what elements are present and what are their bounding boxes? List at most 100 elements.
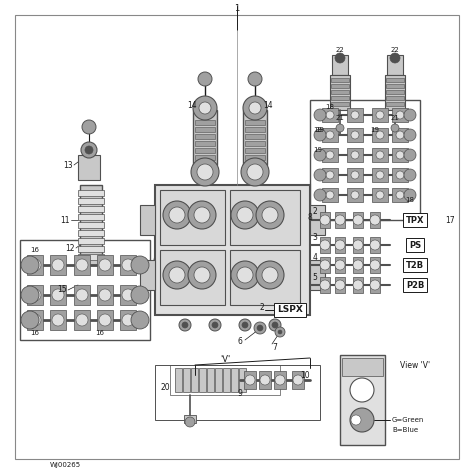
Bar — [78, 230, 104, 236]
Circle shape — [335, 53, 345, 63]
Bar — [274, 371, 286, 389]
Circle shape — [370, 280, 380, 290]
Circle shape — [76, 259, 88, 271]
Bar — [386, 102, 404, 106]
Bar — [320, 277, 330, 293]
Bar — [335, 257, 345, 273]
Circle shape — [231, 201, 259, 229]
Bar — [244, 371, 256, 389]
Bar — [155, 365, 320, 420]
Bar — [353, 257, 363, 273]
Text: 11: 11 — [60, 216, 70, 225]
Circle shape — [376, 191, 384, 199]
Circle shape — [29, 259, 41, 271]
Circle shape — [404, 149, 416, 161]
Bar — [195, 155, 215, 160]
Bar — [370, 277, 380, 293]
Text: PS: PS — [409, 240, 421, 249]
Bar — [74, 255, 90, 275]
Circle shape — [188, 201, 216, 229]
Bar — [50, 310, 66, 330]
Circle shape — [131, 256, 149, 274]
Bar — [245, 155, 265, 160]
Bar — [392, 188, 408, 202]
Text: B=Blue: B=Blue — [392, 427, 418, 433]
Bar — [78, 206, 104, 212]
Bar — [347, 108, 363, 122]
Circle shape — [390, 53, 400, 63]
Bar — [191, 368, 198, 392]
Bar — [310, 260, 325, 290]
Text: 2: 2 — [313, 208, 318, 217]
Circle shape — [163, 201, 191, 229]
Bar — [331, 102, 349, 106]
Bar — [347, 148, 363, 162]
Bar — [372, 128, 388, 142]
Text: 6: 6 — [237, 337, 242, 346]
Bar — [170, 365, 280, 395]
Bar — [322, 188, 338, 202]
Circle shape — [404, 169, 416, 181]
Circle shape — [182, 322, 188, 328]
Circle shape — [314, 149, 326, 161]
Circle shape — [336, 124, 344, 132]
Bar — [80, 185, 102, 265]
Circle shape — [335, 240, 345, 250]
Bar — [97, 285, 113, 305]
Circle shape — [351, 191, 359, 199]
Bar — [335, 277, 345, 293]
Bar — [97, 255, 113, 275]
Bar — [335, 237, 345, 253]
Circle shape — [326, 111, 334, 119]
Circle shape — [370, 215, 380, 225]
Text: 10: 10 — [300, 371, 310, 380]
Bar — [322, 108, 338, 122]
Bar — [386, 90, 404, 94]
Bar — [340, 355, 385, 445]
Bar — [353, 212, 363, 228]
Circle shape — [245, 375, 255, 385]
Circle shape — [81, 142, 97, 158]
Text: 13: 13 — [63, 161, 73, 170]
Text: 19: 19 — [313, 127, 322, 133]
Text: 4: 4 — [312, 253, 318, 262]
Bar — [370, 212, 380, 228]
Circle shape — [278, 330, 282, 334]
Text: 18: 18 — [405, 197, 414, 203]
Bar — [78, 198, 104, 204]
Bar — [310, 100, 420, 220]
Circle shape — [404, 189, 416, 201]
Circle shape — [131, 311, 149, 329]
Bar — [342, 358, 383, 376]
Bar — [372, 188, 388, 202]
Bar — [183, 368, 190, 392]
Bar — [193, 110, 217, 165]
Bar — [387, 55, 403, 75]
Bar — [370, 237, 380, 253]
Text: 1: 1 — [234, 3, 240, 12]
Circle shape — [314, 169, 326, 181]
Bar — [74, 310, 90, 330]
Circle shape — [376, 131, 384, 139]
Circle shape — [370, 240, 380, 250]
Circle shape — [185, 417, 195, 427]
Text: LSPX: LSPX — [277, 306, 303, 315]
Bar — [347, 168, 363, 182]
Circle shape — [350, 378, 374, 402]
Bar — [331, 84, 349, 88]
Bar — [78, 254, 104, 260]
Text: 5: 5 — [312, 273, 318, 282]
Circle shape — [293, 375, 303, 385]
Circle shape — [21, 256, 39, 274]
Bar — [27, 310, 43, 330]
Bar — [332, 55, 348, 75]
Text: 8: 8 — [308, 212, 312, 221]
Circle shape — [194, 207, 210, 223]
Bar — [331, 90, 349, 94]
Bar — [370, 257, 380, 273]
Circle shape — [335, 280, 345, 290]
Text: 18: 18 — [326, 104, 335, 110]
Bar — [392, 148, 408, 162]
Bar — [199, 368, 206, 392]
Circle shape — [275, 327, 285, 337]
